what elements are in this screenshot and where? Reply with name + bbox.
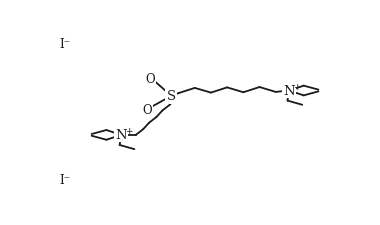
Text: O: O [146,72,155,86]
Text: O: O [143,104,152,117]
Text: +: + [293,82,300,91]
Text: I⁻: I⁻ [59,38,70,51]
Text: +: + [125,126,132,135]
Text: N: N [115,129,127,142]
Text: N: N [283,85,295,98]
Text: I⁻: I⁻ [59,173,70,186]
Text: S: S [166,90,176,103]
